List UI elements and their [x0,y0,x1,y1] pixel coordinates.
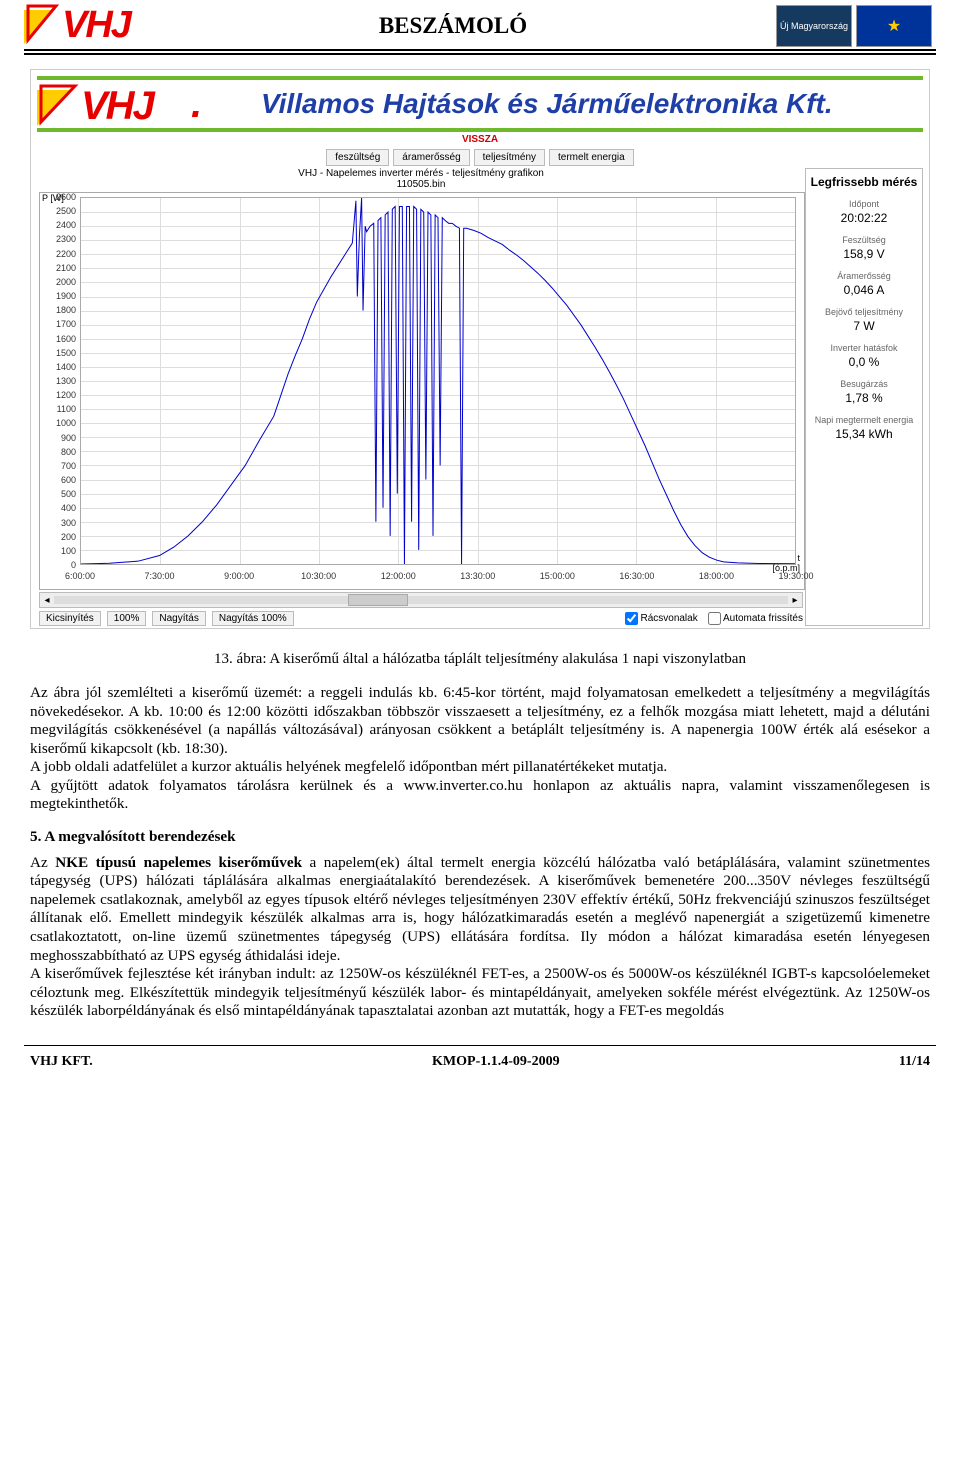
figure-caption: 13. ábra: A kiserőmű által a hálózatba t… [30,651,930,668]
vhj-logo: VHJ [24,4,130,47]
back-link[interactable]: VISSZA [37,134,923,145]
paragraph-3: A gyűjtött adatok folyamatos tárolásra k… [30,777,930,814]
chart-area: VHJ - Napelemes inverter mérés - teljesí… [37,168,805,626]
tab-voltage[interactable]: feszültség [326,149,389,166]
tab-row: feszültség áramerősség teljesítmény term… [37,149,923,166]
efficiency-value: 0,0 % [810,355,918,369]
daily-energy-value: 15,34 kWh [810,427,918,441]
horizontal-scrollbar[interactable]: ◂ ▸ [39,592,803,608]
grid-checkbox[interactable]: Rácsvonalak [625,612,698,625]
eu-badges: Új Magyarország ★ [776,5,932,47]
chart-file: 110505.bin [37,179,805,190]
logo-text: VHJ [62,4,130,47]
y-ticks: 2600250024002300220021002000190018001700… [40,197,78,565]
footer-left: VHJ KFT. [30,1054,93,1070]
p4-lead: Az [30,854,55,871]
scroll-left-icon[interactable]: ◂ [40,595,54,606]
paragraph-2: A jobb oldali adatfelület a kurzor aktuá… [30,758,930,777]
paragraph-1: Az ábra jól szemlélteti a kiserőmű üzemé… [30,684,930,758]
voltage-label: Feszültség [810,235,918,245]
side-panel: Legfrissebb mérés Időpont 20:02:22 Feszü… [805,168,923,626]
section-5-heading: 5. A megvalósított berendezések [30,828,930,846]
plot-box: P [W] 2600250024002300220021002000190018… [39,192,805,590]
page-title: BESZÁMOLÓ [379,13,527,39]
daily-energy-label: Napi megtermelt energia [810,415,918,425]
eu-badge-1-text: Új Magyarország [780,21,848,31]
web-header: VHJ . Villamos Hajtások és Járműelektron… [37,76,923,132]
time-label: Időpont [810,199,918,209]
tab-energy[interactable]: termelt energia [549,149,634,166]
eu-badge-1: Új Magyarország [776,5,852,47]
page-footer: VHJ KFT. KMOP-1.1.4-09-2009 11/14 [0,1046,960,1082]
zoom-out-button[interactable]: Kicsinyítés [39,611,101,626]
chart-title: VHJ - Napelemes inverter mérés - teljesí… [37,168,805,179]
autorefresh-checkbox-label: Automata frissítés [723,613,803,624]
paragraph-4: Az NKE típusú napelemes kiserőművek a na… [30,854,930,965]
grid-checkbox-label: Rácsvonalak [640,613,697,624]
x-axis-label: t [ó.p.m] [772,553,800,573]
current-value: 0,046 A [810,283,918,297]
plot-inner[interactable] [80,197,796,565]
p4-bold: NKE típusú napelemes kiserőművek [55,854,302,871]
footer-right: 11/14 [899,1054,930,1070]
web-logo-triangle-icon [35,82,79,135]
efficiency-label: Inverter hatásfok [810,343,918,353]
figure-container: VHJ . Villamos Hajtások és Járműelektron… [30,69,930,629]
x-ticks: 6:00:007:30:009:00:0010:30:0012:00:0013:… [80,571,796,585]
x-axis-label-1: t [772,553,800,563]
eu-badge-2: ★ [856,5,932,47]
incoming-power-value: 7 W [810,319,918,333]
web-logo-text: VHJ [81,84,153,129]
scroll-right-icon[interactable]: ▸ [788,595,802,606]
irradiance-value: 1,78 % [810,391,918,405]
voltage-value: 158,9 V [810,247,918,261]
scroll-thumb[interactable] [348,594,408,606]
footer-center: KMOP-1.1.4-09-2009 [432,1054,560,1070]
incoming-power-label: Bejövő teljesítmény [810,307,918,317]
zoom-in-100-button[interactable]: Nagyítás 100% [212,611,294,626]
tab-current[interactable]: áramerősség [393,149,469,166]
current-label: Áramerősség [810,271,918,281]
paragraph-5: A kiserőművek fejlesztése két irányban i… [30,965,930,1021]
zoom-100-button[interactable]: 100% [107,611,147,626]
company-name: Villamos Hajtások és Járműelektronika Kf… [261,88,833,120]
side-panel-title: Legfrissebb mérés [810,175,918,189]
time-value: 20:02:22 [810,211,918,225]
page-header: VHJ BESZÁMOLÓ Új Magyarország ★ [0,0,960,47]
zoom-toolbar: Kicsinyítés 100% Nagyítás Nagyítás 100% … [39,611,803,626]
autorefresh-checkbox[interactable]: Automata frissítés [708,612,803,625]
irradiance-label: Besugárzás [810,379,918,389]
tab-power[interactable]: teljesítmény [474,149,545,166]
zoom-in-button[interactable]: Nagyítás [152,611,205,626]
logo-triangle-icon [24,4,60,48]
